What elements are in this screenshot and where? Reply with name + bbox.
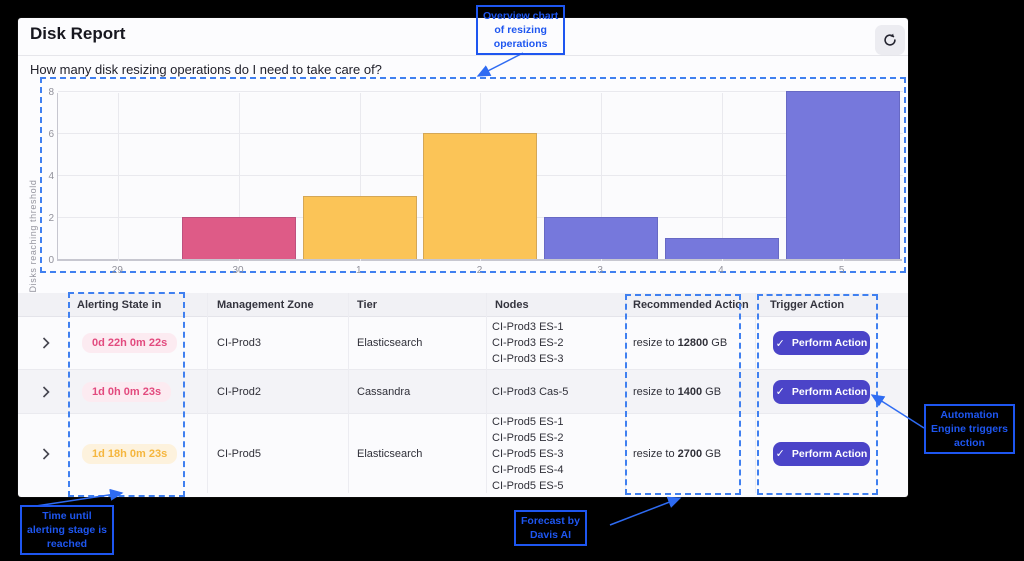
overview-bar-chart: Disks reaching threshold 0 2 4 6 8 29 30 1 2 3 4 5 <box>28 77 906 292</box>
perform-action-button[interactable]: ✓ Perform Action <box>773 379 870 404</box>
tier-value: Elasticsearch <box>357 447 423 460</box>
column-divider <box>207 293 208 493</box>
header-divider <box>18 55 908 56</box>
chart-bar[interactable] <box>423 133 537 259</box>
annotation-forecast-davis: Forecast by Davis AI <box>514 510 587 546</box>
gridline <box>118 93 119 261</box>
annotation-arrow <box>609 496 682 526</box>
recommended-action-value: resize to 2700 GB <box>633 447 722 460</box>
management-zone-value: CI-Prod3 <box>217 337 262 349</box>
gridline <box>239 93 240 261</box>
y-axis-tick-label: 8 <box>48 87 54 98</box>
y-axis-tick-label: 4 <box>48 171 54 182</box>
x-axis-tick-label: 5 <box>838 265 845 276</box>
table-header-row: Alerting State in Management Zone Tier N… <box>18 293 908 317</box>
x-axis-tick-label: 2 <box>476 265 483 276</box>
annotation-overview-chart: Overview chart of resizing operations <box>476 5 566 55</box>
column-divider <box>348 293 349 493</box>
chart-bar[interactable] <box>665 238 779 259</box>
check-icon: ✓ <box>775 386 785 398</box>
recommended-action-value: resize to 1400 GB <box>633 385 722 398</box>
x-axis-tick-label: 3 <box>597 265 603 276</box>
y-axis-tick-label: 0 <box>48 255 54 266</box>
nodes-list: CI-Prod3 Cas-5 <box>492 385 569 398</box>
perform-action-button[interactable]: ✓ Perform Action <box>773 441 870 466</box>
annotation-automation-engine: Automation Engine triggers action <box>924 404 1016 454</box>
chart-bar[interactable] <box>786 91 900 259</box>
check-icon: ✓ <box>775 337 785 350</box>
x-axis-tick-label: 29 <box>111 265 123 276</box>
gridline <box>722 93 723 261</box>
alerting-state-badge: 0d 22h 0m 22s <box>82 333 178 353</box>
column-divider <box>486 293 487 493</box>
column-divider <box>625 293 626 493</box>
col-management-zone: Management Zone <box>217 298 314 311</box>
recommended-action-value: resize to 12800 GB <box>633 337 728 349</box>
gridline <box>360 93 361 261</box>
table-row: 1d 0h 0m 23s CI-Prod2 Cassandra CI-Prod3… <box>18 369 908 413</box>
y-axis-tick-label: 2 <box>48 213 54 224</box>
chart-bar[interactable] <box>182 217 296 259</box>
col-nodes: Nodes <box>495 298 529 311</box>
gridline <box>58 91 903 92</box>
col-alerting-state: Alerting State in <box>77 298 162 311</box>
alerting-state-badge: 1d 18h 0m 23s <box>82 443 178 464</box>
table-row: 1d 18h 0m 23s CI-Prod5 Elasticsearch CI-… <box>18 413 908 493</box>
check-icon: ✓ <box>775 448 785 460</box>
gridline <box>601 93 602 261</box>
tier-value: Cassandra <box>357 385 411 398</box>
col-recommended-action: Recommended Action <box>633 298 749 311</box>
expand-chevron[interactable] <box>42 385 52 399</box>
col-tier: Tier <box>357 298 377 311</box>
chart-bar[interactable] <box>544 217 658 259</box>
nodes-list: CI-Prod3 ES-1 CI-Prod3 ES-2 CI-Prod3 ES-… <box>492 321 564 365</box>
management-zone-value: CI-Prod2 <box>217 385 262 398</box>
nodes-list: CI-Prod5 ES-1 CI-Prod5 ES-2 CI-Prod5 ES-… <box>492 415 564 492</box>
page-title: Disk Report <box>30 24 126 43</box>
col-trigger-action: Trigger Action <box>770 298 845 311</box>
tier-value: Elasticsearch <box>357 337 423 349</box>
alerting-state-badge: 1d 0h 0m 23s <box>82 381 172 402</box>
expand-chevron[interactable] <box>42 447 52 461</box>
x-axis-tick-label: 1 <box>355 265 362 276</box>
report-question: How many disk resizing operations do I n… <box>30 62 382 77</box>
column-divider <box>755 293 756 493</box>
management-zone-value: CI-Prod5 <box>217 447 262 460</box>
expand-chevron[interactable] <box>42 336 52 350</box>
y-axis-tick-label: 6 <box>48 129 54 140</box>
annotation-time-until: Time until alerting stage is reached <box>20 505 114 555</box>
refresh-button[interactable] <box>875 25 905 55</box>
chart-bar[interactable] <box>303 196 417 259</box>
x-axis-tick-label: 30 <box>232 265 244 276</box>
disk-report-card: Disk Report How many disk resizing opera… <box>18 18 908 497</box>
perform-action-button[interactable]: ✓ Perform Action <box>773 331 870 355</box>
y-axis-title: Disks reaching threshold <box>28 179 38 293</box>
table-row: 0d 22h 0m 22s CI-Prod3 Elasticsearch CI-… <box>18 317 908 369</box>
disk-table: Alerting State in Management Zone Tier N… <box>18 293 908 493</box>
x-axis-tick-label: 4 <box>718 265 724 276</box>
chart-plot-area <box>57 91 903 261</box>
refresh-icon <box>882 32 898 48</box>
